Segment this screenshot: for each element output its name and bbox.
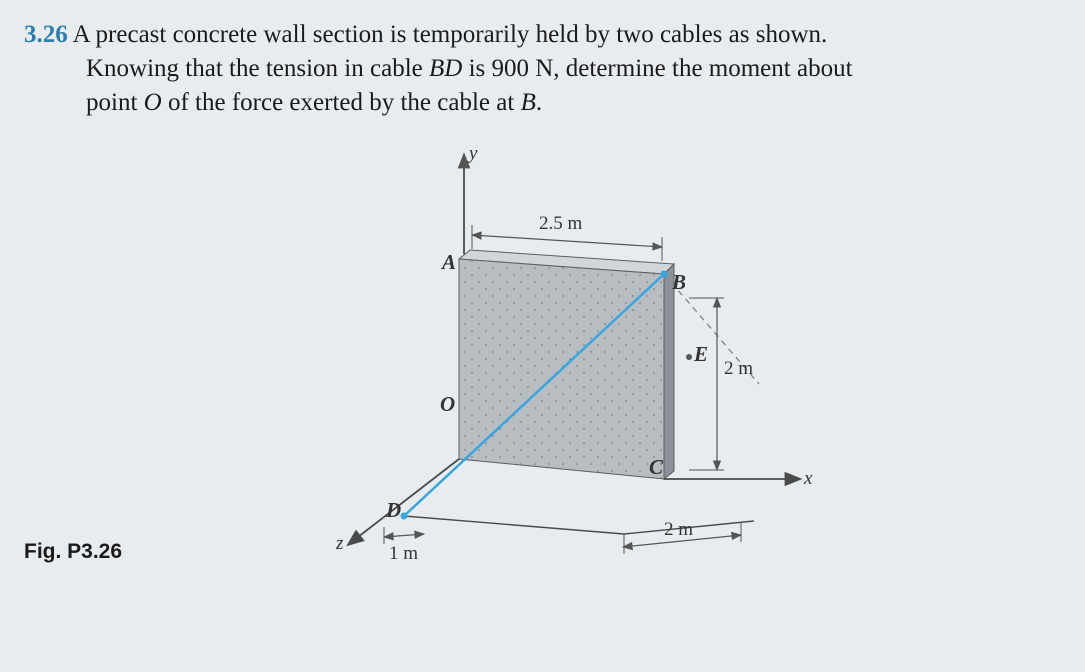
dim-top-label: 2.5 m	[539, 213, 583, 234]
label-D: D	[385, 498, 401, 522]
figure-svg: 2.5 m 2 m 2 m 1 m y z x A B C D E O	[294, 139, 844, 569]
problem-line2a: Knowing that the tension in cable	[86, 55, 429, 82]
label-C: C	[649, 455, 664, 479]
ground-line-left	[404, 516, 624, 534]
cable-name: BD	[429, 55, 462, 82]
point-B-dot	[661, 271, 668, 278]
problem-line3a: point	[86, 89, 144, 116]
figure-caption: Fig. P3.26	[24, 540, 122, 564]
dim-top-line	[472, 235, 662, 247]
label-A: A	[440, 250, 456, 274]
point-O-text: O	[144, 89, 162, 116]
point-B-text: B	[521, 89, 536, 116]
label-E: E	[693, 342, 708, 366]
dim-front-label: 2 m	[664, 519, 693, 540]
point-E-dot	[686, 354, 692, 360]
problem-line2b: is 900 N, determine the moment about	[462, 55, 852, 82]
label-B: B	[671, 270, 686, 294]
label-O: O	[440, 392, 455, 416]
z-axis	[349, 459, 459, 544]
point-D-dot	[401, 513, 408, 520]
dim-right-label: 2 m	[724, 358, 753, 379]
problem-line3b: of the force exerted by the cable at	[162, 89, 521, 116]
problem-line1: A precast concrete wall section is tempo…	[68, 21, 828, 48]
problem-statement: 3.26 A precast concrete wall section is …	[24, 18, 1061, 119]
dim-left-line	[384, 534, 424, 537]
wall-side	[664, 264, 674, 479]
dim-left-label: 1 m	[389, 543, 418, 564]
problem-line3c: .	[536, 89, 542, 116]
figure-container: 2.5 m 2 m 2 m 1 m y z x A B C D E O Fig.…	[24, 139, 1061, 579]
problem-number: 3.26	[24, 21, 68, 48]
y-axis-label: y	[467, 143, 478, 164]
x-axis-label: x	[803, 468, 813, 489]
z-axis-label: z	[335, 533, 344, 554]
